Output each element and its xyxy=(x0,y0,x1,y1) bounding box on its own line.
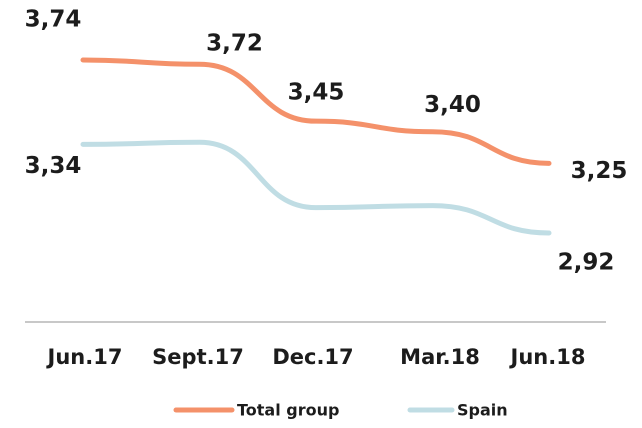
data-label: 3,34 xyxy=(25,153,82,179)
data-label: 3,74 xyxy=(25,7,82,33)
legend-label: Spain xyxy=(457,401,508,420)
legend-label: Total group xyxy=(237,401,339,420)
x-tick-label: Jun.17 xyxy=(46,345,123,369)
data-label: 3,40 xyxy=(424,92,481,118)
data-label: 3,45 xyxy=(288,80,345,106)
x-tick-label: Dec.17 xyxy=(272,345,353,369)
data-label: 3,25 xyxy=(571,158,628,184)
data-label: 2,92 xyxy=(558,250,615,276)
x-tick-label: Sept.17 xyxy=(152,345,244,369)
x-tick-label: Jun.18 xyxy=(509,345,586,369)
x-tick-label: Mar.18 xyxy=(400,345,480,369)
line xyxy=(80,57,552,166)
data-label: 3,72 xyxy=(206,31,263,57)
line xyxy=(80,139,552,236)
